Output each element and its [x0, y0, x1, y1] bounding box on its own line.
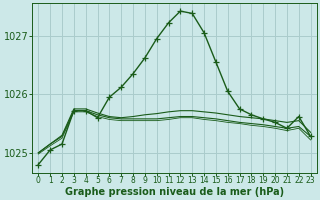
X-axis label: Graphe pression niveau de la mer (hPa): Graphe pression niveau de la mer (hPa) — [65, 187, 284, 197]
